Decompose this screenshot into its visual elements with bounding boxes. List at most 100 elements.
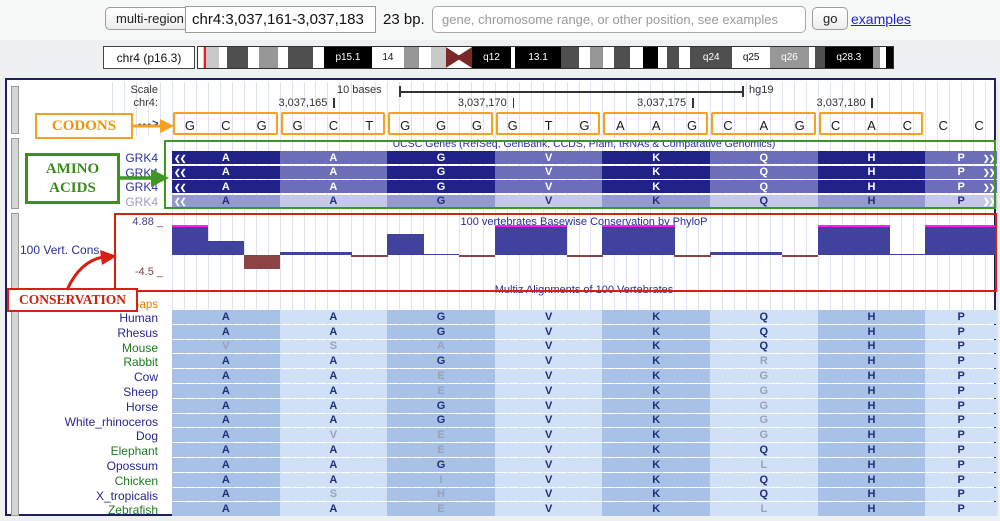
alignment-aa-cell[interactable]: V	[495, 369, 603, 383]
alignment-aa-cell[interactable]: P	[925, 458, 997, 472]
alignment-aa-cell[interactable]: K	[602, 399, 710, 413]
alignment-aa-cell[interactable]: A	[280, 473, 388, 487]
alignment-aa-cell[interactable]: V	[495, 502, 603, 516]
alignment-aa-cell[interactable]: L	[710, 458, 818, 472]
alignment-aa-cell[interactable]: Q	[710, 473, 818, 487]
gene-aa-cell[interactable]: A	[280, 166, 388, 179]
alignment-aa-cell[interactable]: A	[172, 414, 280, 428]
alignment-aa-cell[interactable]: K	[602, 325, 710, 339]
drag-handle-ruler[interactable]	[11, 86, 19, 134]
species-label[interactable]: Cow	[134, 370, 158, 384]
species-label[interactable]: Elephant	[111, 444, 158, 458]
gene-aa-cell[interactable]: G	[387, 195, 495, 208]
gene-aa-cell[interactable]: A	[172, 151, 280, 164]
alignment-aa-cell[interactable]: V	[495, 443, 603, 457]
gene-aa-cell[interactable]: A	[280, 151, 388, 164]
alignment-aa-cell[interactable]: V	[495, 384, 603, 398]
gene-aa-cell[interactable]: K	[602, 151, 710, 164]
alignment-aa-cell[interactable]: V	[495, 428, 603, 442]
alignment-aa-cell[interactable]: I	[387, 473, 495, 487]
gene-aa-cell[interactable]: A	[172, 180, 280, 193]
alignment-aa-cell[interactable]: P	[925, 325, 997, 339]
alignment-aa-cell[interactable]: P	[925, 443, 997, 457]
alignment-aa-cell[interactable]: A	[172, 473, 280, 487]
alignment-aa-cell[interactable]: V	[280, 428, 388, 442]
alignment-aa-cell[interactable]: A	[387, 340, 495, 354]
gene-aa-cell[interactable]: G	[387, 166, 495, 179]
alignment-aa-cell[interactable]: P	[925, 473, 997, 487]
alignment-aa-cell[interactable]: P	[925, 488, 997, 502]
alignment-aa-cell[interactable]: A	[280, 369, 388, 383]
gene-aa-cell[interactable]: A	[280, 195, 388, 208]
alignment-aa-cell[interactable]: A	[172, 399, 280, 413]
species-label[interactable]: Rhesus	[117, 326, 158, 340]
alignment-aa-cell[interactable]: V	[495, 458, 603, 472]
alignment-aa-cell[interactable]: P	[925, 354, 997, 368]
gene-aa-cell[interactable]: G	[387, 180, 495, 193]
alignment-aa-cell[interactable]: K	[602, 443, 710, 457]
alignment-aa-cell[interactable]: G	[710, 428, 818, 442]
gene-aa-cell[interactable]: Q	[710, 180, 818, 193]
alignment-aa-cell[interactable]: H	[818, 399, 926, 413]
alignment-aa-cell[interactable]: A	[172, 458, 280, 472]
alignment-aa-cell[interactable]: A	[172, 384, 280, 398]
gene-aa-cell[interactable]: Q	[710, 166, 818, 179]
alignment-aa-cell[interactable]: A	[280, 443, 388, 457]
alignment-aa-cell[interactable]: K	[602, 414, 710, 428]
alignment-aa-cell[interactable]: A	[172, 428, 280, 442]
alignment-aa-cell[interactable]: G	[710, 399, 818, 413]
alignment-aa-cell[interactable]: P	[925, 369, 997, 383]
alignment-aa-cell[interactable]: V	[495, 354, 603, 368]
alignment-aa-cell[interactable]: H	[818, 340, 926, 354]
species-label[interactable]: Mouse	[122, 341, 158, 355]
chromosome-ideogram[interactable]: p15.114q1213.1q24q25q26q28.3	[197, 46, 894, 69]
alignment-aa-cell[interactable]: Q	[710, 488, 818, 502]
alignment-aa-cell[interactable]: P	[925, 399, 997, 413]
gene-aa-cell[interactable]: H	[818, 195, 926, 208]
alignment-aa-cell[interactable]: A	[172, 443, 280, 457]
alignment-aa-cell[interactable]: G	[387, 458, 495, 472]
alignment-aa-cell[interactable]: E	[387, 443, 495, 457]
search-input[interactable]	[432, 6, 806, 33]
alignment-aa-cell[interactable]: G	[710, 414, 818, 428]
gene-aa-cell[interactable]: V	[495, 195, 603, 208]
alignment-aa-cell[interactable]: K	[602, 502, 710, 516]
gene-aa-cell[interactable]: H	[818, 151, 926, 164]
alignment-aa-cell[interactable]: Q	[710, 325, 818, 339]
alignment-aa-cell[interactable]: A	[172, 488, 280, 502]
gene-row-label[interactable]: GRK4	[125, 151, 158, 165]
alignment-aa-cell[interactable]: A	[172, 310, 280, 324]
gene-aa-cell[interactable]: H	[818, 180, 926, 193]
alignment-aa-cell[interactable]: H	[818, 325, 926, 339]
species-label[interactable]: Dog	[136, 429, 158, 443]
species-label[interactable]: Horse	[126, 400, 158, 414]
alignment-aa-cell[interactable]: K	[602, 428, 710, 442]
alignment-aa-cell[interactable]: R	[710, 354, 818, 368]
alignment-aa-cell[interactable]: E	[387, 384, 495, 398]
position-input[interactable]	[185, 6, 376, 33]
alignment-aa-cell[interactable]: V	[495, 399, 603, 413]
alignment-aa-cell[interactable]: V	[495, 473, 603, 487]
alignment-aa-cell[interactable]: P	[925, 428, 997, 442]
species-label[interactable]: Chicken	[115, 474, 158, 488]
alignment-aa-cell[interactable]: K	[602, 310, 710, 324]
alignment-aa-cell[interactable]: E	[387, 428, 495, 442]
alignment-aa-cell[interactable]: H	[818, 502, 926, 516]
multi-region-button[interactable]: multi-region	[105, 7, 195, 30]
alignment-aa-cell[interactable]: H	[818, 414, 926, 428]
alignment-aa-cell[interactable]: A	[172, 354, 280, 368]
alignment-aa-cell[interactable]: A	[280, 502, 388, 516]
alignment-aa-cell[interactable]: G	[387, 325, 495, 339]
species-label[interactable]: White_rhinoceros	[65, 415, 158, 429]
alignment-aa-cell[interactable]: K	[602, 354, 710, 368]
alignment-aa-cell[interactable]: K	[602, 369, 710, 383]
gene-aa-cell[interactable]: Q	[710, 151, 818, 164]
alignment-aa-cell[interactable]: V	[172, 340, 280, 354]
alignment-aa-cell[interactable]: H	[818, 488, 926, 502]
alignment-aa-cell[interactable]: H	[387, 488, 495, 502]
species-label[interactable]: Human	[119, 311, 158, 325]
alignment-aa-cell[interactable]: H	[818, 458, 926, 472]
alignment-aa-cell[interactable]: K	[602, 473, 710, 487]
alignment-aa-cell[interactable]: A	[280, 325, 388, 339]
genome-browser-image[interactable]: Scale 10 bases hg19 chr4: 3,037,1653,037…	[5, 78, 996, 516]
